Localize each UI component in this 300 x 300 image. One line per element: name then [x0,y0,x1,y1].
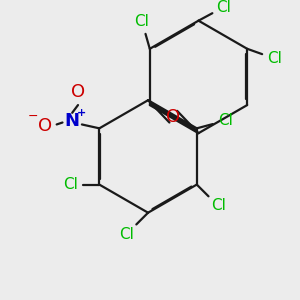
Text: O: O [38,117,52,135]
Text: Cl: Cl [218,113,233,128]
Text: Cl: Cl [267,51,282,66]
Text: Cl: Cl [211,198,226,213]
Text: Cl: Cl [135,14,149,29]
Text: +: + [77,108,86,118]
Text: N: N [65,112,80,130]
Text: Cl: Cl [119,226,134,242]
Text: −: − [28,110,39,123]
Text: Cl: Cl [63,177,78,192]
Text: O: O [166,108,180,126]
Text: Cl: Cl [216,0,231,15]
Text: O: O [71,83,85,101]
